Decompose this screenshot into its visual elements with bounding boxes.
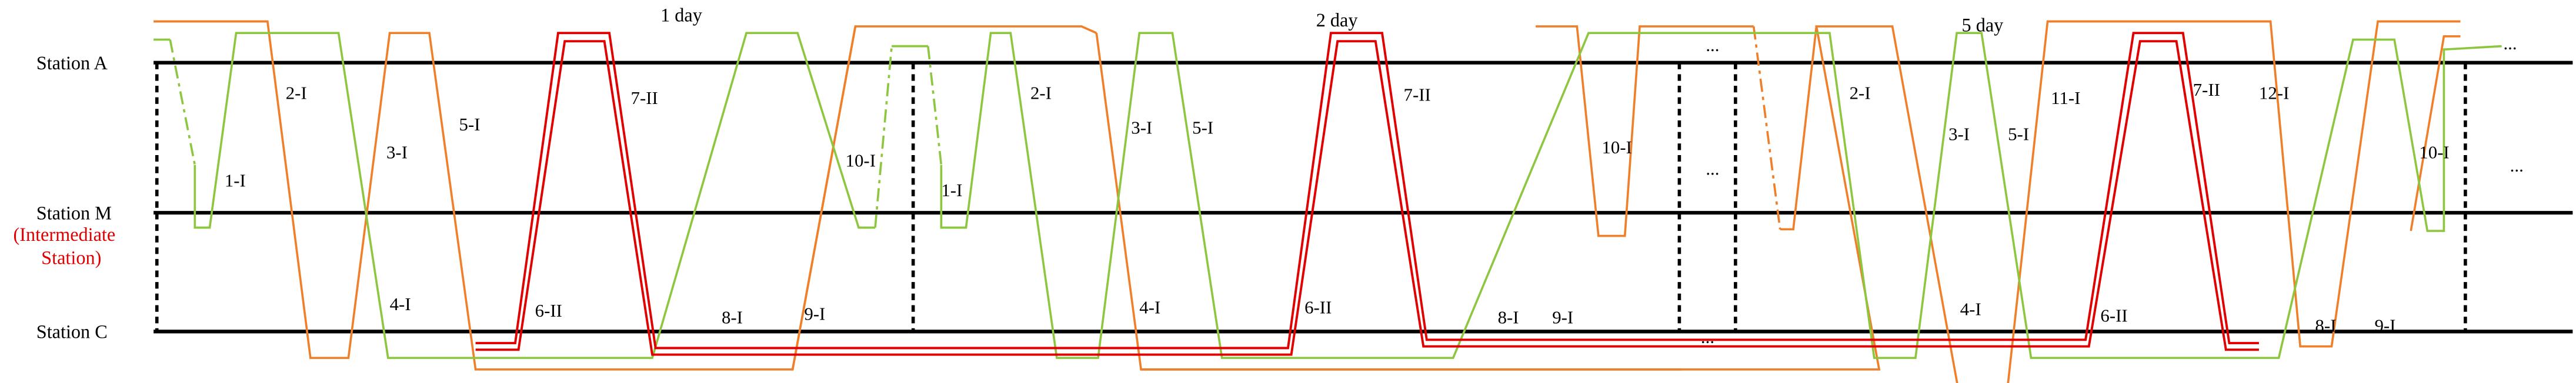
day-label: 1 day — [660, 5, 702, 26]
station-note: (Intermediate — [13, 224, 115, 245]
train-label: 6-II — [535, 300, 562, 321]
station-label: Station M — [36, 202, 112, 223]
ellipsis: ... — [2510, 155, 2524, 176]
train-label: 7-II — [2193, 79, 2220, 100]
train-label: 4-I — [1960, 298, 1981, 319]
train-label: 3-I — [1131, 117, 1152, 137]
labels: Station A Station M (Intermediate Statio… — [13, 5, 2523, 348]
train-label: 9-I — [1552, 307, 1573, 327]
station-label: Station A — [36, 52, 108, 73]
train-label: 2-I — [1030, 82, 1052, 103]
train-label: 8-I — [722, 307, 743, 327]
train-label: 9-I — [2374, 315, 2395, 335]
station-note: Station) — [41, 247, 101, 268]
separators — [155, 62, 2467, 332]
train-label: 8-I — [2315, 315, 2336, 335]
train-label: 12-I — [2259, 82, 2289, 103]
train-label: 6-II — [2100, 305, 2127, 326]
train-label: 10-I — [846, 150, 876, 171]
train-label: 7-II — [631, 88, 658, 108]
day-label: 2 day — [1316, 9, 1358, 31]
ellipsis: ... — [2503, 33, 2517, 53]
train-label: 4-I — [1139, 297, 1160, 318]
train-label: 5-I — [1192, 117, 1213, 137]
train-label: 3-I — [386, 142, 408, 163]
station-label: Station C — [36, 321, 108, 342]
train-label: 10-I — [1601, 137, 1631, 157]
ellipsis: ... — [1701, 327, 1714, 347]
train-label: 1-I — [941, 180, 962, 200]
train-label: 1-I — [225, 170, 246, 190]
train-label: 2-I — [286, 82, 307, 103]
train-label: 2-I — [1850, 82, 1871, 103]
train-label: 5-I — [459, 114, 481, 135]
train-label: 10-I — [2419, 142, 2449, 163]
station-lines — [154, 61, 2573, 334]
train-label: 7-II — [1404, 84, 1431, 105]
train-label: 6-II — [1304, 297, 1332, 318]
train-label: 9-I — [804, 304, 825, 324]
ellipsis: ... — [1706, 159, 1719, 179]
red-trains — [475, 32, 2259, 356]
orange-trains — [154, 20, 2461, 383]
train-label: 4-I — [390, 294, 411, 314]
train-label: 5-I — [2008, 124, 2029, 145]
green-trains — [154, 32, 2502, 360]
train-label: 8-I — [1498, 307, 1519, 327]
train-label: 3-I — [1948, 124, 1970, 145]
ellipsis: ... — [1706, 35, 1719, 55]
train-label: 11-I — [2051, 88, 2080, 108]
day-label: 5 day — [1962, 14, 2004, 35]
